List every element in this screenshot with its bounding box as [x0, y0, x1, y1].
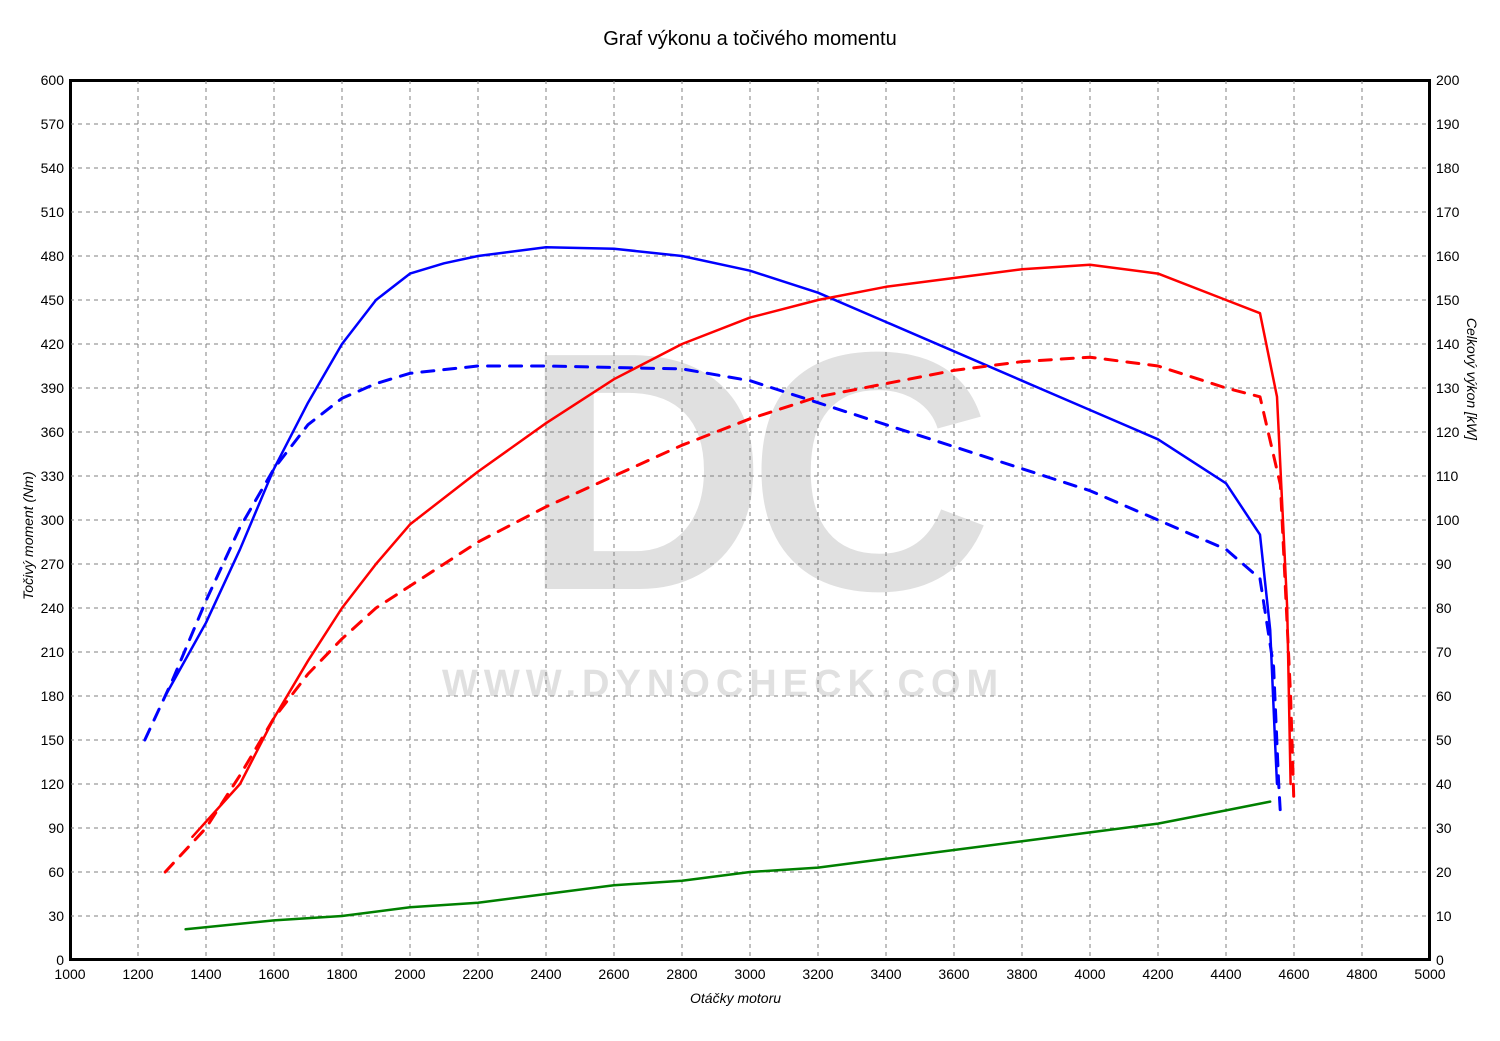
y-left-tick-label: 120	[30, 776, 64, 792]
y-left-tick-label: 390	[30, 380, 64, 396]
x-tick-label: 4200	[1142, 966, 1173, 982]
y-left-tick-label: 450	[30, 292, 64, 308]
x-tick-label: 4400	[1210, 966, 1241, 982]
x-tick-label: 1600	[258, 966, 289, 982]
chart-container: Graf výkonu a točivého momentu DC WWW.DY…	[0, 0, 1500, 1041]
y-left-tick-label: 60	[30, 864, 64, 880]
x-tick-label: 3400	[870, 966, 901, 982]
y-left-tick-label: 540	[30, 160, 64, 176]
y-right-tick-label: 160	[1436, 248, 1459, 264]
x-tick-label: 4000	[1074, 966, 1105, 982]
y-right-tick-label: 120	[1436, 424, 1459, 440]
x-tick-label: 2000	[394, 966, 425, 982]
chart-title: Graf výkonu a točivého momentu	[0, 28, 1500, 51]
y-axis-right-label: Celkový výkon [kW]	[1464, 318, 1480, 440]
x-tick-label: 2600	[598, 966, 629, 982]
y-right-tick-label: 30	[1436, 820, 1452, 836]
y-left-tick-label: 480	[30, 248, 64, 264]
y-left-tick-label: 90	[30, 820, 64, 836]
watermark-dc: DC	[522, 302, 973, 642]
y-right-tick-label: 100	[1436, 512, 1459, 528]
x-tick-label: 4800	[1346, 966, 1377, 982]
y-left-tick-label: 300	[30, 512, 64, 528]
x-tick-label: 2200	[462, 966, 493, 982]
y-left-tick-label: 270	[30, 556, 64, 572]
y-right-tick-label: 0	[1436, 952, 1444, 968]
y-right-tick-label: 140	[1436, 336, 1459, 352]
y-right-tick-label: 10	[1436, 908, 1452, 924]
y-right-tick-label: 110	[1436, 468, 1458, 484]
y-left-tick-label: 570	[30, 116, 64, 132]
x-tick-label: 3200	[802, 966, 833, 982]
y-left-tick-label: 0	[30, 952, 64, 968]
y-right-tick-label: 200	[1436, 72, 1459, 88]
y-left-tick-label: 180	[30, 688, 64, 704]
y-left-tick-label: 150	[30, 732, 64, 748]
x-tick-label: 3600	[938, 966, 969, 982]
x-axis-label: Otáčky motoru	[690, 990, 781, 1006]
x-tick-label: 1800	[326, 966, 357, 982]
y-right-tick-label: 20	[1436, 864, 1452, 880]
y-left-tick-label: 600	[30, 72, 64, 88]
y-right-tick-label: 180	[1436, 160, 1459, 176]
y-right-tick-label: 190	[1436, 116, 1459, 132]
y-left-tick-label: 30	[30, 908, 64, 924]
x-tick-label: 1200	[122, 966, 153, 982]
y-right-tick-label: 80	[1436, 600, 1452, 616]
x-tick-label: 1400	[190, 966, 221, 982]
plot-area: DC WWW.DYNOCHECK.COM	[70, 80, 1430, 960]
x-tick-label: 3000	[734, 966, 765, 982]
y-left-tick-label: 240	[30, 600, 64, 616]
x-tick-label: 1000	[54, 966, 85, 982]
y-right-tick-label: 40	[1436, 776, 1452, 792]
y-left-tick-label: 330	[30, 468, 64, 484]
y-left-tick-label: 210	[30, 644, 64, 660]
y-left-tick-label: 510	[30, 204, 64, 220]
y-axis-left-label: Točivý moment (Nm)	[20, 471, 36, 600]
y-right-tick-label: 150	[1436, 292, 1459, 308]
y-left-tick-label: 420	[30, 336, 64, 352]
x-tick-label: 2400	[530, 966, 561, 982]
x-tick-label: 2800	[666, 966, 697, 982]
x-tick-label: 5000	[1414, 966, 1445, 982]
x-tick-label: 4600	[1278, 966, 1309, 982]
y-right-tick-label: 170	[1436, 204, 1459, 220]
y-left-tick-label: 360	[30, 424, 64, 440]
y-right-tick-label: 130	[1436, 380, 1459, 396]
y-right-tick-label: 90	[1436, 556, 1452, 572]
x-tick-label: 3800	[1006, 966, 1037, 982]
y-right-tick-label: 60	[1436, 688, 1452, 704]
watermark-url: WWW.DYNOCHECK.COM	[442, 663, 1004, 706]
y-right-tick-label: 50	[1436, 732, 1452, 748]
y-right-tick-label: 70	[1436, 644, 1452, 660]
